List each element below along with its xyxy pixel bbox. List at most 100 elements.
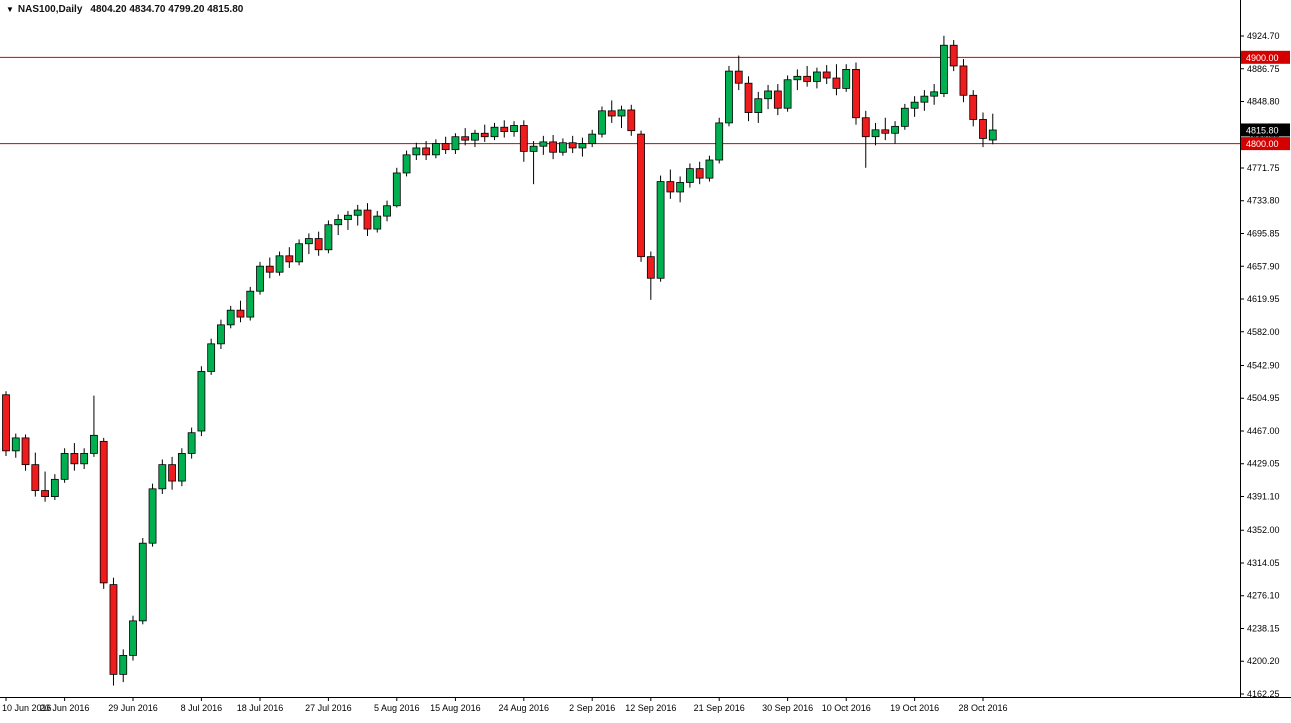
candle-body <box>11 437 20 452</box>
x-axis-label: 8 Jul 2016 <box>181 703 223 713</box>
candle-body <box>490 126 499 138</box>
candle-body <box>920 95 929 103</box>
candle-body <box>265 265 274 273</box>
candle-body <box>549 141 558 153</box>
candle <box>256 261 264 295</box>
dropdown-arrow-icon[interactable]: ▼ <box>6 5 14 14</box>
candle-body <box>109 584 118 675</box>
candle-body <box>617 109 626 117</box>
candle <box>617 105 626 129</box>
candle-body <box>197 371 206 432</box>
candle-body <box>353 209 362 216</box>
candle-body <box>256 265 264 292</box>
candle <box>773 84 782 116</box>
candle <box>793 69 802 91</box>
candle-body <box>949 44 958 67</box>
y-axis-label: 4542.90 <box>1247 360 1280 370</box>
candle <box>637 130 645 262</box>
candle <box>99 437 108 589</box>
candle <box>480 124 489 142</box>
candle <box>304 233 313 255</box>
candle-body <box>217 324 225 345</box>
candle-body <box>402 154 411 174</box>
candle-body <box>383 205 391 217</box>
candle <box>422 141 431 161</box>
level-price-badge: 4900.00 <box>1241 50 1290 64</box>
x-axis-label: 24 Aug 2016 <box>499 703 550 713</box>
candle-body <box>656 181 665 279</box>
y-axis-label: 4657.90 <box>1247 261 1280 271</box>
candle <box>734 55 743 91</box>
candle <box>451 133 460 154</box>
y-axis-label: 4391.10 <box>1247 492 1280 502</box>
candle-body <box>666 181 675 193</box>
candle-body <box>168 464 176 482</box>
y-axis-label: 4200.20 <box>1247 656 1280 666</box>
candle <box>764 84 772 110</box>
candle-body <box>686 168 694 183</box>
x-axis-label: 5 Aug 2016 <box>374 703 420 713</box>
candle <box>21 434 30 471</box>
candle <box>539 135 548 155</box>
candle-body <box>158 464 167 490</box>
candle-body <box>236 309 245 318</box>
candle <box>285 247 294 268</box>
candle-body <box>959 65 968 96</box>
x-axis-label: 30 Sep 2016 <box>762 703 813 713</box>
x-axis-label: 15 Aug 2016 <box>430 703 481 713</box>
x-axis-label: 12 Sep 2016 <box>625 703 676 713</box>
candle <box>940 35 948 98</box>
candle-body <box>99 440 108 584</box>
candle <box>353 204 362 226</box>
candle <box>627 104 636 136</box>
candle-body <box>500 126 509 132</box>
candle <box>275 251 284 276</box>
candle <box>60 448 69 483</box>
candle-body <box>754 98 763 113</box>
x-axis-label: 10 Oct 2016 <box>822 703 871 713</box>
candle <box>598 106 606 138</box>
candle <box>148 483 157 547</box>
candle-body <box>842 68 851 89</box>
candle <box>324 220 333 254</box>
candle-body <box>246 290 255 318</box>
level-price-badge-bg <box>1241 137 1290 151</box>
candle-body <box>314 238 323 251</box>
candle <box>725 65 733 127</box>
candle <box>578 137 587 157</box>
candle-body <box>578 143 587 149</box>
level-price-badge-bg <box>1241 50 1290 64</box>
candle <box>549 134 558 160</box>
candle <box>168 456 176 490</box>
candle <box>31 452 40 497</box>
candle <box>334 214 343 236</box>
candle-body <box>871 129 880 138</box>
candle-body <box>510 125 518 132</box>
candle-body <box>822 71 831 79</box>
candle-body <box>568 142 577 149</box>
candle <box>383 200 391 222</box>
candle <box>695 161 704 185</box>
candle <box>11 433 20 458</box>
candle <box>558 138 567 156</box>
candle-body <box>275 255 284 273</box>
y-axis-label: 4619.95 <box>1247 294 1280 304</box>
candle <box>842 64 851 92</box>
candle <box>138 538 147 625</box>
candle <box>109 577 118 686</box>
candle <box>988 113 997 145</box>
candle-body <box>988 129 997 141</box>
candle-body <box>480 132 489 138</box>
candle <box>490 122 499 141</box>
y-axis-label: 4467.00 <box>1247 426 1280 436</box>
candle <box>265 257 274 279</box>
candle <box>666 169 675 199</box>
y-axis-label: 4238.15 <box>1247 623 1280 633</box>
candle-body <box>910 101 919 109</box>
symbol-period-label: NAS100,Daily <box>17 4 83 15</box>
candle <box>119 649 128 683</box>
candle <box>910 96 919 117</box>
x-axis-label: 20 Jun 2016 <box>40 703 90 713</box>
candle-body <box>646 256 655 279</box>
